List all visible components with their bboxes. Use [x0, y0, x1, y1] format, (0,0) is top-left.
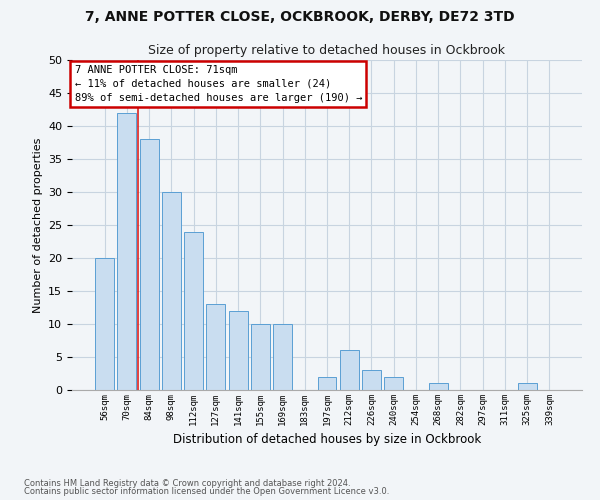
Bar: [229, 311, 248, 390]
Bar: [95, 258, 114, 390]
Bar: [206, 304, 225, 390]
Bar: [273, 324, 292, 390]
Bar: [317, 377, 337, 390]
Y-axis label: Number of detached properties: Number of detached properties: [32, 138, 43, 312]
Text: 7, ANNE POTTER CLOSE, OCKBROOK, DERBY, DE72 3TD: 7, ANNE POTTER CLOSE, OCKBROOK, DERBY, D…: [85, 10, 515, 24]
Bar: [140, 139, 158, 390]
Text: 7 ANNE POTTER CLOSE: 71sqm
← 11% of detached houses are smaller (24)
89% of semi: 7 ANNE POTTER CLOSE: 71sqm ← 11% of deta…: [74, 65, 362, 103]
Bar: [362, 370, 381, 390]
Title: Size of property relative to detached houses in Ockbrook: Size of property relative to detached ho…: [149, 44, 505, 58]
Bar: [429, 384, 448, 390]
Bar: [184, 232, 203, 390]
Bar: [118, 113, 136, 390]
Bar: [340, 350, 359, 390]
Bar: [162, 192, 181, 390]
Bar: [384, 377, 403, 390]
Bar: [251, 324, 270, 390]
X-axis label: Distribution of detached houses by size in Ockbrook: Distribution of detached houses by size …: [173, 434, 481, 446]
Text: Contains HM Land Registry data © Crown copyright and database right 2024.: Contains HM Land Registry data © Crown c…: [24, 478, 350, 488]
Text: Contains public sector information licensed under the Open Government Licence v3: Contains public sector information licen…: [24, 487, 389, 496]
Bar: [518, 384, 536, 390]
